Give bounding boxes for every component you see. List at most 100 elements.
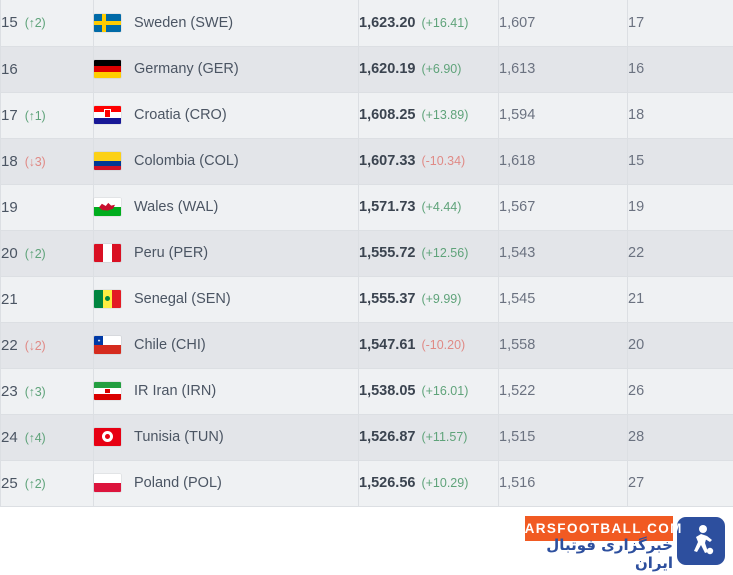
team-name: Croatia (CRO) [134, 107, 227, 123]
rank-value: 22 [1, 336, 18, 354]
table-row[interactable]: 23 (↑3) IR Iran (IRN) 1,538.05 (+16.01) … [0, 368, 733, 415]
rank-value: 17 [1, 106, 18, 124]
previous-rank-value: 19 [628, 199, 645, 215]
total-points-value: 1,555.72 [359, 245, 416, 261]
watermark-site-band: PARSFOOTBALL.COM [515, 516, 681, 541]
cell-total-points: 1,555.72 (+12.56) [358, 230, 499, 277]
previous-points-value: 1,558 [499, 337, 536, 353]
table-row[interactable]: 19 Wales (WAL) 1,571.73 (+4.44) 1,567 19 [0, 184, 733, 231]
points-change: (+11.57) [421, 430, 468, 444]
table-row[interactable]: 16 Germany (GER) 1,620.19 (+6.90) 1,613 … [0, 46, 733, 93]
total-points-value: 1,547.61 [359, 337, 416, 353]
team-name: Peru (PER) [134, 245, 209, 261]
previous-rank-value: 17 [628, 14, 645, 31]
watermark-tagline-label: خبرگزاری فوتبال ایران [546, 536, 673, 572]
previous-rank-value: 28 [628, 429, 645, 445]
cell-team[interactable]: Chile (CHI) [93, 322, 359, 369]
parsfootball-watermark: PARSFOOTBALL.COM خبرگزاری فوتبال ایران [515, 512, 725, 572]
rank-movement-indicator: (↓2) [24, 338, 46, 353]
table-row[interactable]: 17 (↑1) Croatia (CRO) 1,608.25 (+13.89) … [0, 92, 733, 139]
watermark-tagline-band: خبرگزاری فوتبال ایران [525, 536, 673, 572]
cell-previous-rank: 22 [627, 230, 733, 277]
rank-movement-indicator: (↓3) [24, 154, 46, 169]
flag-tunisia-icon [94, 428, 121, 446]
total-points-value: 1,623.20 [359, 14, 416, 31]
watermark-text-block: PARSFOOTBALL.COM خبرگزاری فوتبال ایران [515, 514, 681, 572]
rank-movement-indicator: (↑2) [24, 476, 46, 491]
cell-team[interactable]: Tunisia (TUN) [93, 414, 359, 461]
cell-rank: 20 (↑2) [0, 230, 94, 277]
rank-movement-indicator: (↑3) [24, 384, 46, 399]
total-points-value: 1,526.56 [359, 475, 416, 491]
team-name: Wales (WAL) [134, 199, 219, 215]
flag-peru-icon [94, 244, 121, 262]
table-row[interactable]: 20 (↑2) Peru (PER) 1,555.72 (+12.56) 1,5… [0, 230, 733, 277]
previous-points-value: 1,515 [499, 429, 536, 445]
total-points-value: 1,607.33 [359, 153, 416, 169]
team-name: Germany (GER) [134, 61, 239, 77]
footballer-icon [677, 517, 725, 565]
team-name: Tunisia (TUN) [134, 429, 224, 445]
cell-team[interactable]: Sweden (SWE) [93, 0, 359, 47]
cell-previous-rank: 19 [627, 184, 733, 231]
points-change: (+16.01) [421, 384, 469, 398]
cell-team[interactable]: Croatia (CRO) [93, 92, 359, 139]
cell-team[interactable]: Poland (POL) [93, 460, 359, 507]
previous-points-value: 1,567 [499, 199, 536, 215]
team-name: Senegal (SEN) [134, 291, 231, 307]
previous-rank-value: 26 [628, 383, 645, 399]
cell-previous-points: 1,516 [498, 460, 628, 507]
previous-points-value: 1,516 [499, 475, 536, 491]
flag-iran-icon [94, 382, 121, 400]
points-change: (-10.34) [421, 154, 466, 168]
cell-total-points: 1,623.20 (+16.41) [358, 0, 499, 47]
cell-total-points: 1,526.87 (+11.57) [358, 414, 499, 461]
cell-previous-rank: 16 [627, 46, 733, 93]
cell-rank: 23 (↑3) [0, 368, 94, 415]
cell-team[interactable]: Senegal (SEN) [93, 276, 359, 323]
cell-team[interactable]: IR Iran (IRN) [93, 368, 359, 415]
cell-total-points: 1,538.05 (+16.01) [358, 368, 499, 415]
cell-rank: 22 (↓2) [0, 322, 94, 369]
rank-movement-indicator: (↑2) [24, 16, 46, 31]
cell-rank: 19 [0, 184, 94, 231]
table-row[interactable]: 25 (↑2) Poland (POL) 1,526.56 (+10.29) 1… [0, 460, 733, 507]
total-points-value: 1,538.05 [359, 383, 416, 399]
cell-total-points: 1,547.61 (-10.20) [358, 322, 499, 369]
previous-rank-value: 27 [628, 475, 645, 491]
cell-total-points: 1,608.25 (+13.89) [358, 92, 499, 139]
rank-value: 18 [1, 152, 18, 170]
table-row[interactable]: 21 Senegal (SEN) 1,555.37 (+9.99) 1,545 [0, 276, 733, 323]
table-row[interactable]: 18 (↓3) Colombia (COL) 1,607.33 (-10.34)… [0, 138, 733, 185]
cell-team[interactable]: Colombia (COL) [93, 138, 359, 185]
cell-rank: 16 [0, 46, 94, 93]
team-name: Colombia (COL) [134, 153, 239, 169]
cell-rank: 15 (↑2) [0, 0, 94, 47]
rank-value: 20 [1, 244, 18, 262]
previous-rank-value: 16 [628, 61, 645, 77]
cell-team[interactable]: Germany (GER) [93, 46, 359, 93]
cell-total-points: 1,620.19 (+6.90) [358, 46, 499, 93]
cell-previous-rank: 21 [627, 276, 733, 323]
flag-senegal-icon [94, 290, 121, 308]
points-change: (+6.90) [421, 62, 462, 76]
flag-chile-icon [94, 336, 121, 354]
previous-points-value: 1,607 [499, 14, 536, 31]
previous-rank-value: 21 [628, 291, 645, 307]
rank-value: 23 [1, 382, 18, 400]
cell-previous-rank: 15 [627, 138, 733, 185]
cell-rank: 21 [0, 276, 94, 323]
flag-colombia-icon [94, 152, 121, 170]
points-change: (+16.41) [421, 15, 469, 30]
cell-previous-points: 1,594 [498, 92, 628, 139]
points-change: (+10.29) [421, 476, 469, 490]
cell-team[interactable]: Wales (WAL) [93, 184, 359, 231]
previous-points-value: 1,618 [499, 153, 536, 169]
team-name: Poland (POL) [134, 475, 222, 491]
table-row[interactable]: 15 (↑2) Sweden (SWE) 1,623.20 (+16.41) 1… [0, 0, 733, 47]
table-row[interactable]: 22 (↓2) Chile (CHI) 1,547.61 (-10.20) 1,… [0, 322, 733, 369]
cell-previous-rank: 27 [627, 460, 733, 507]
rank-movement-indicator: (↑4) [24, 430, 46, 445]
cell-team[interactable]: Peru (PER) [93, 230, 359, 277]
table-row[interactable]: 24 (↑4) Tunisia (TUN) 1,526.87 (+11.57) … [0, 414, 733, 461]
